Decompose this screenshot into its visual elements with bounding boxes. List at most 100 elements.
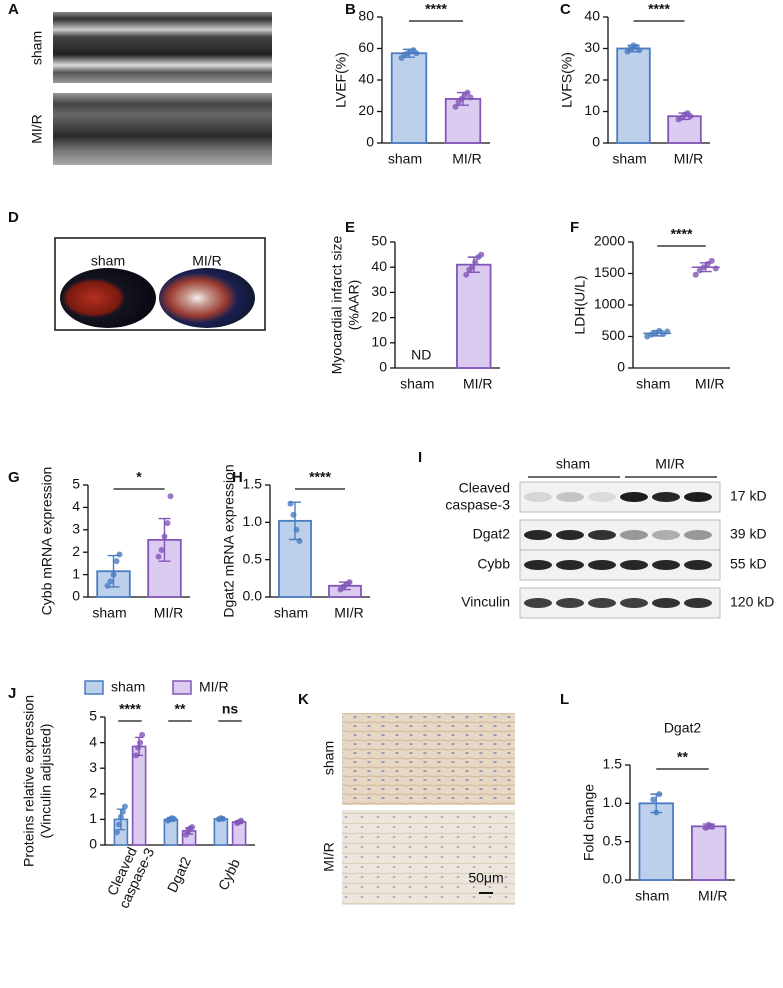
data-point [650,796,657,803]
data-point [287,500,294,507]
y-tick-label: 0.0 [243,588,263,604]
chart: 0 500 1000 1500 2000 LDH(U/L) sham MI/R **** [572,226,730,392]
y-tick-label: 50 [371,233,387,249]
blot-band [684,492,712,502]
y-tick-label: 0 [592,134,600,150]
blot-band [588,492,616,502]
heart-image [60,268,156,328]
y-axis-label: Fold change [581,784,597,861]
x-tick-label: MI/R [452,151,482,167]
y-tick-label: 0.5 [243,550,263,566]
significance-label: ** [677,749,688,765]
blot-band [524,530,552,540]
data-point [139,731,146,738]
data-point [692,271,699,278]
data-point [113,829,120,836]
y-tick-label: 10 [584,102,600,118]
y-tick-label: 0 [89,836,97,852]
blot-band [684,598,712,608]
x-tick-label: Cleavedcaspase-3 [101,838,157,910]
blot-band [620,560,648,570]
y-tick-label: 0 [379,359,387,375]
x-tick-label: sham [388,151,422,167]
blot-band [556,560,584,570]
y-tick-label: 1 [72,565,80,581]
data-point [133,752,140,759]
y-tick-label: 1.5 [243,476,263,492]
y-axis-label: (%AAR) [346,280,362,331]
blot-band [524,598,552,608]
x-tick-label: sham [612,151,646,167]
data-point [137,739,144,746]
y-tick-label: 30 [584,39,600,55]
y-tick-label: 80 [358,8,374,24]
x-tick-label: sham [92,605,126,621]
chart: 0 10 20 30 40 LVFS(%) sham MI/R **** [559,1,710,167]
data-point [478,251,485,258]
data-point [104,582,111,589]
bar [213,818,229,846]
data-point [712,265,719,272]
blot-band [652,560,680,570]
y-tick-label: 40 [358,71,374,87]
error-bar [158,517,171,562]
blot-row-label: Cleaved caspase-3 [445,479,510,512]
echo-label: MI/R [29,114,45,144]
blot-row-label: Dgat2 [473,526,511,542]
data-point [170,815,177,822]
y-tick-label: 1500 [594,264,625,280]
data-point [664,328,671,335]
data-point [464,89,471,96]
blot-band [524,492,552,502]
y-axis-label: Proteins relative expression [21,695,37,867]
y-tick-label: 20 [358,102,374,118]
data-point [708,257,715,264]
data-point [636,47,643,54]
blot-size-label: 17 kD [730,488,767,504]
x-tick-label: MI/R [334,605,364,621]
y-tick-label: 500 [602,327,626,343]
data-point [687,113,694,120]
y-tick-label: 0 [366,134,374,150]
y-axis-label: LDH(U/L) [572,275,588,334]
ihc-image [342,713,515,805]
heart-label: MI/R [192,253,222,269]
panel-label: J [8,685,16,702]
y-tick-label: 2 [72,543,80,559]
panel-label: B [345,1,356,18]
data-point [452,103,459,110]
significance-label: **** [119,701,141,717]
data-point [708,823,715,830]
significance-label: **** [425,1,447,17]
blot-band [620,598,648,608]
data-point [296,538,303,544]
y-tick-label: 40 [371,258,387,274]
panel-label: H [232,469,243,486]
y-tick-label: 2 [89,785,97,801]
x-tick-label: MI/R [463,376,493,392]
x-tick-label: MI/R [154,605,184,621]
x-tick-label: sham [635,888,669,904]
y-tick-label: 1.0 [243,513,263,529]
legend-swatch [84,680,104,695]
blot-band [684,560,712,570]
blot-group: MI/R [655,456,685,472]
bar [691,825,727,881]
y-tick-label: 20 [584,71,600,87]
y-tick-label: 2000 [594,233,625,249]
data-point [413,50,420,57]
blot-band [652,530,680,540]
y-axis-label: (Vinculin adjusted) [38,724,54,839]
heart-frame [54,237,266,331]
y-axis-label: Dgat2 mRNA expression [221,464,237,617]
ihc-label: sham [321,741,337,775]
y-axis-label: Cybb mRNA expression [39,467,55,616]
blot-band [620,492,648,502]
x-tick-label: MI/R [695,376,725,392]
data-point [467,94,474,101]
static-layer: sham MI/R sham MI/R sham MI/R sham MI/R … [29,12,717,905]
y-tick-label: 40 [584,8,600,24]
blot-size-label: 120 kD [730,594,774,610]
bar [131,745,147,846]
